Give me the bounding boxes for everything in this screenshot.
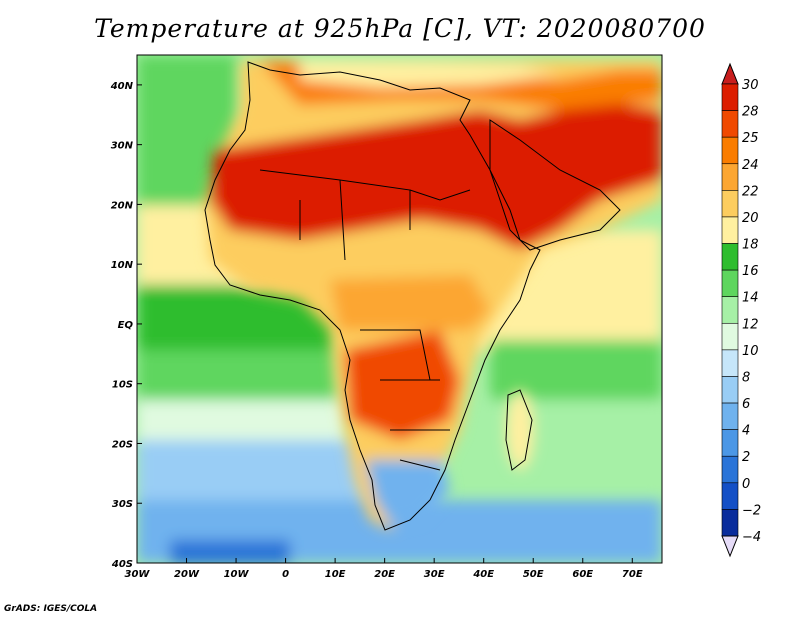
lon-tick-label: 10E: [325, 569, 346, 580]
sahel: [220, 225, 480, 280]
africa-coastline: [204, 61, 541, 531]
indian-ocean-south: [440, 400, 662, 490]
lon-tick-label: 0: [282, 569, 289, 580]
colorbar-label: 18: [742, 238, 759, 253]
colorbar-segment: [721, 349, 739, 377]
colorbar-segment: [721, 482, 739, 510]
coastlines: [204, 61, 621, 531]
lon-tick-label: 40E: [472, 569, 494, 580]
map-frame: [136, 54, 663, 564]
colorbar-label: 2: [742, 450, 750, 465]
colorbar-segment: [721, 455, 739, 484]
colorbar-bottom-arrow: [721, 535, 739, 558]
lat-tick-label: EQ: [118, 320, 134, 331]
colorbar-label: 25: [742, 131, 759, 146]
colorbar-label: 12: [742, 317, 759, 332]
colorbar-top-arrow: [721, 62, 739, 85]
colorbar-label: 20: [742, 211, 759, 226]
colorbar-segment: [721, 136, 739, 165]
sahara-arabia-hot: [210, 100, 662, 250]
colorbar-label: 8: [742, 370, 750, 385]
lon-tick-label: 50E: [523, 569, 544, 580]
indian-ocean-central: [490, 340, 662, 400]
colorbar-segment: [721, 429, 739, 457]
colorbar-label: −4: [742, 530, 761, 545]
colorbar-label: 28: [742, 105, 759, 120]
colorbar-segment: [721, 402, 739, 430]
lat-tick-label: 30N: [111, 141, 134, 152]
colorbar-segment: [721, 376, 739, 404]
colorbar-segment: [721, 269, 739, 298]
lat-tick-label: 10S: [112, 380, 133, 391]
lat-tick-label: 10N: [111, 260, 134, 271]
lon-tick-label: 70E: [622, 569, 643, 580]
country-borders: [259, 169, 471, 471]
longitude-axis: 30W 20W 10W 0 10E 20E 30E 40E 50E 60E 70E: [125, 558, 643, 580]
colorbar-label: 30: [742, 78, 759, 93]
colorbar-segment: [721, 163, 739, 191]
lon-tick-label: 60E: [572, 569, 593, 580]
lon-tick-label: 30E: [424, 569, 445, 580]
lat-tick-label: 20S: [112, 439, 133, 450]
arabia-coastline: [489, 119, 621, 251]
madagascar-coastline: [505, 389, 533, 471]
map-title: Temperature at 925hPa [C], VT: 202008070…: [94, 14, 706, 43]
colorbar-segment: [721, 110, 739, 138]
colorbar-label: −2: [742, 503, 761, 518]
colorbar-label: 0: [742, 477, 750, 492]
lon-tick-label: 20W: [174, 569, 200, 580]
colorbar-label: 22: [742, 184, 759, 199]
colorbar-segment: [721, 243, 739, 271]
europe-cool: [300, 60, 560, 88]
colorbar-segment: [721, 296, 739, 324]
colorbar-label: 4: [742, 424, 750, 439]
colorbar-segment: [721, 322, 739, 351]
credit-label: GrADS: IGES/COLA: [4, 604, 98, 614]
lon-tick-label: 20E: [374, 569, 395, 580]
lat-tick-label: 20N: [111, 200, 134, 211]
lat-tick-label: 30S: [112, 499, 133, 510]
colorbar-segment: [721, 190, 739, 218]
south-africa-cool: [365, 460, 450, 525]
colorbar-segment: [721, 83, 739, 111]
central-africa: [330, 275, 490, 330]
colorbar-label: 16: [742, 264, 759, 279]
colorbar-label: 14: [742, 291, 759, 306]
southern-central-hot: [345, 330, 460, 440]
latitude-axis: 40N 30N 20N 10N EQ 10S 20S 30S 40S: [110, 81, 142, 570]
colorbar-label: 6: [742, 397, 750, 412]
colorbar-label: 24: [742, 158, 759, 173]
lat-tick-label: 40N: [110, 81, 134, 92]
colorbar-label: 10: [742, 344, 759, 359]
colorbar-segment: [721, 216, 739, 244]
lon-tick-label: 10W: [224, 569, 250, 580]
temperature-field: [137, 55, 662, 563]
lat-tick-label: 40S: [111, 559, 133, 570]
cold-pocket: [170, 540, 290, 563]
colorbar-segment: [721, 509, 739, 537]
lon-tick-label: 30W: [125, 569, 151, 580]
